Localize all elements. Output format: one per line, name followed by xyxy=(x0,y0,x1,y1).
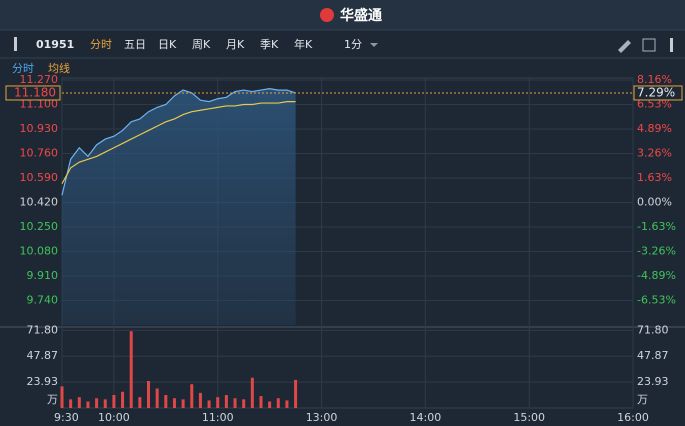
volume-bar xyxy=(181,399,185,408)
last-change-label: 7.29% xyxy=(637,85,675,99)
volume-bar xyxy=(86,401,90,408)
fullscreen-icon[interactable] xyxy=(642,38,656,52)
volume-unit: 万 xyxy=(47,393,58,406)
period[interactable]: 1分 xyxy=(344,38,362,51)
y-tick-label: 10.250 xyxy=(20,220,59,233)
y2-tick-label: 3.26% xyxy=(637,147,672,160)
volume-bar xyxy=(172,398,176,408)
y2-tick-label: -1.63% xyxy=(637,220,676,233)
stock-code: 01951 xyxy=(36,38,74,51)
logo: 华盛通 xyxy=(340,7,382,24)
volume-bar xyxy=(69,399,73,408)
volume-bar xyxy=(259,396,263,408)
y-tick-label: 9.740 xyxy=(27,294,59,307)
volume-bar xyxy=(95,398,99,408)
volume-bar xyxy=(147,380,151,408)
tab[interactable]: 日K xyxy=(158,38,177,51)
volume-bar xyxy=(285,400,289,408)
tab[interactable]: 五日 xyxy=(124,38,146,51)
y-tick-label: 71.80 xyxy=(27,323,59,336)
last-change-box xyxy=(633,85,683,101)
y2-tick-label: 71.80 xyxy=(637,323,669,336)
x-tick-label: 15:00 xyxy=(513,411,545,424)
volume-bar xyxy=(268,401,272,408)
x-tick-label: 16:00 xyxy=(617,411,649,424)
volume-bar xyxy=(112,395,116,408)
last-price-label: 11.180 xyxy=(14,85,56,99)
volume-bar xyxy=(138,397,142,408)
y-tick-label: 10.420 xyxy=(20,196,59,209)
volume-bar xyxy=(294,379,298,408)
y2-tick-label: 23.93 xyxy=(637,375,669,388)
series-line xyxy=(61,101,296,185)
y-tick-label: 23.93 xyxy=(27,375,59,388)
volume-bar xyxy=(276,398,280,408)
y2-tick-label: 4.89% xyxy=(637,122,672,135)
y2-tick-label: -4.89% xyxy=(637,269,676,282)
y-tick-label: 10.760 xyxy=(20,147,59,160)
y-tick-label: 10.080 xyxy=(20,245,59,258)
x-tick-label: 14:00 xyxy=(410,411,442,424)
y2-tick-label: 0.00% xyxy=(637,196,672,209)
volume-bar xyxy=(60,386,64,408)
volume-bar xyxy=(121,391,125,408)
x-tick-label: 11:00 xyxy=(202,411,234,424)
volume-unit: 万 xyxy=(637,393,648,406)
x-tick-label: 10:00 xyxy=(98,411,130,424)
draw-icon[interactable] xyxy=(618,40,631,53)
tab[interactable]: 分时 xyxy=(90,38,112,51)
volume-bar xyxy=(250,377,254,408)
y2-tick-label: 47.87 xyxy=(637,349,669,362)
volume-bar xyxy=(216,397,220,408)
y-tick-label: 10.930 xyxy=(20,122,59,135)
subtab[interactable]: 均线 xyxy=(48,61,70,75)
volume-bar xyxy=(155,388,159,408)
subtab[interactable]: 分时 xyxy=(12,62,34,75)
x-tick-label: 9:30 xyxy=(54,411,79,424)
volume-bar xyxy=(242,399,246,408)
tab[interactable]: 月K xyxy=(226,38,245,51)
volume-bar xyxy=(198,392,202,408)
tab[interactable]: 年K xyxy=(294,37,313,51)
x-tick-label: 13:00 xyxy=(306,411,338,424)
volume-bar xyxy=(207,400,211,408)
volume-bar xyxy=(129,331,133,408)
price-area xyxy=(62,88,296,325)
y-tick-label: 47.87 xyxy=(27,349,59,362)
y-tick-label: 11.100 xyxy=(20,98,59,111)
y2-tick-label: -3.26% xyxy=(637,244,676,257)
top-bar xyxy=(0,0,685,30)
y2-tick-label: 8.16% xyxy=(637,73,672,86)
y-tick-label: 10.590 xyxy=(20,171,59,184)
volume-bar xyxy=(103,399,107,408)
side-icon-right[interactable] xyxy=(670,38,673,52)
tab[interactable]: 周K xyxy=(192,38,211,51)
tab[interactable]: 季K xyxy=(260,38,279,51)
last-price-box xyxy=(5,85,61,101)
logo-icon xyxy=(320,8,334,22)
y-tick-label: 9.910 xyxy=(27,269,59,282)
side-icon[interactable] xyxy=(14,37,17,51)
y2-tick-label: 6.53% xyxy=(637,97,672,110)
volume-bar xyxy=(190,384,194,408)
dropdown-icon[interactable] xyxy=(370,43,378,47)
y2-tick-label: -6.53% xyxy=(637,294,676,307)
volume-bar xyxy=(233,398,237,408)
volume-bar xyxy=(164,395,168,408)
volume-bar xyxy=(77,397,81,408)
volume-bar xyxy=(224,395,228,408)
y-tick-label: 11.270 xyxy=(20,73,59,86)
y2-tick-label: 1.63% xyxy=(637,171,672,184)
